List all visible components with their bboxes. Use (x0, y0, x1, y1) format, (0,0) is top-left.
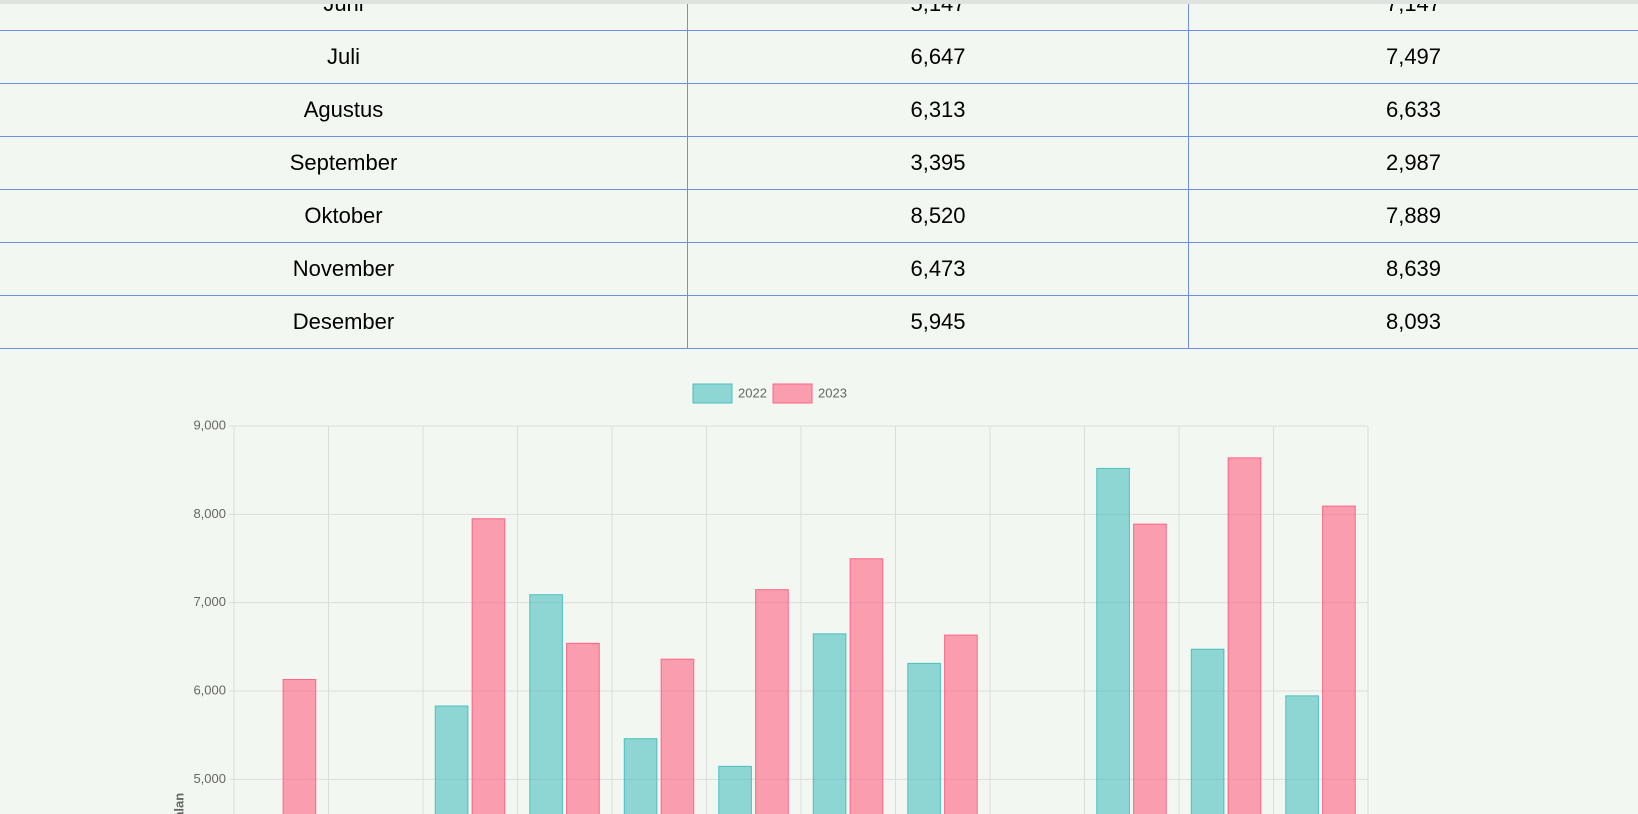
y-tick-label: 8,000 (193, 506, 226, 521)
bar (282, 679, 317, 814)
table-cell: 6,647 (687, 30, 1189, 84)
bar (434, 705, 469, 814)
bar (660, 658, 695, 814)
table-cell: Juni (0, 0, 688, 31)
bar (755, 589, 789, 814)
bar (812, 633, 847, 814)
table-cell: 6,313 (687, 83, 1189, 137)
bar (849, 558, 884, 814)
legend-swatch (692, 383, 733, 404)
table-cell: 7,497 (1188, 30, 1638, 84)
bar (718, 765, 752, 814)
table-cell: November (0, 242, 688, 296)
table-cell: 5,147 (687, 0, 1189, 31)
bar (1190, 648, 1225, 814)
table-cell: 3,395 (687, 136, 1189, 190)
table-row: Juni 5,147 7,147 (0, 0, 1638, 31)
table-cell: Agustus (0, 83, 688, 137)
table-row: September 3,395 2,987 (0, 136, 1638, 190)
y-tick-label: 9,000 (193, 417, 226, 432)
table-row: November 6,473 8,639 (0, 242, 1638, 296)
table-cell: September (0, 136, 688, 190)
table-cell: Desember (0, 295, 688, 349)
bar (623, 738, 658, 814)
y-tick-label: 7,000 (193, 594, 226, 609)
table-cell: 6,633 (1188, 83, 1638, 137)
sales-table: Juni 5,147 7,147 Juli 6,647 7,497 Agustus 6,313… (0, 0, 1638, 349)
table-cell: 6,473 (687, 242, 1189, 296)
chart: 01,0002,0003,0004,0005,0006,0007,0008,00… (171, 383, 1369, 814)
table-cell: 8,639 (1188, 242, 1638, 296)
table-cell: 5,945 (687, 295, 1189, 349)
bar (566, 642, 600, 814)
bar (907, 662, 941, 814)
top-edge (0, 0, 1638, 4)
table-cell: Oktober (0, 189, 688, 243)
table-cell: 7,147 (1188, 0, 1638, 31)
table-cell: 2,987 (1188, 136, 1638, 190)
bar (471, 518, 506, 814)
table-row: Juli 6,647 7,497 (0, 30, 1638, 84)
table-row: Desember 5,945 8,093 (0, 295, 1638, 349)
bar (529, 594, 563, 814)
legend-label: 2022 (738, 385, 767, 400)
table-cell: 7,889 (1188, 189, 1638, 243)
y-tick-label: 5,000 (193, 771, 226, 786)
bar (1322, 505, 1356, 814)
legend-swatch (772, 383, 813, 404)
bar (1227, 457, 1262, 814)
y-tick-label: 6,000 (193, 682, 226, 697)
table-cell: 8,520 (687, 189, 1189, 243)
bar (1133, 523, 1167, 814)
bar (1096, 467, 1130, 814)
table-row: Oktober 8,520 7,889 (0, 189, 1638, 243)
bar (944, 634, 978, 814)
bar (1285, 695, 1319, 814)
y-axis-label: Penjualan (171, 793, 186, 814)
table-cell: Juli (0, 30, 688, 84)
legend-label: 2023 (818, 385, 847, 400)
table-row: Agustus 6,313 6,633 (0, 83, 1638, 137)
table-cell: 8,093 (1188, 295, 1638, 349)
